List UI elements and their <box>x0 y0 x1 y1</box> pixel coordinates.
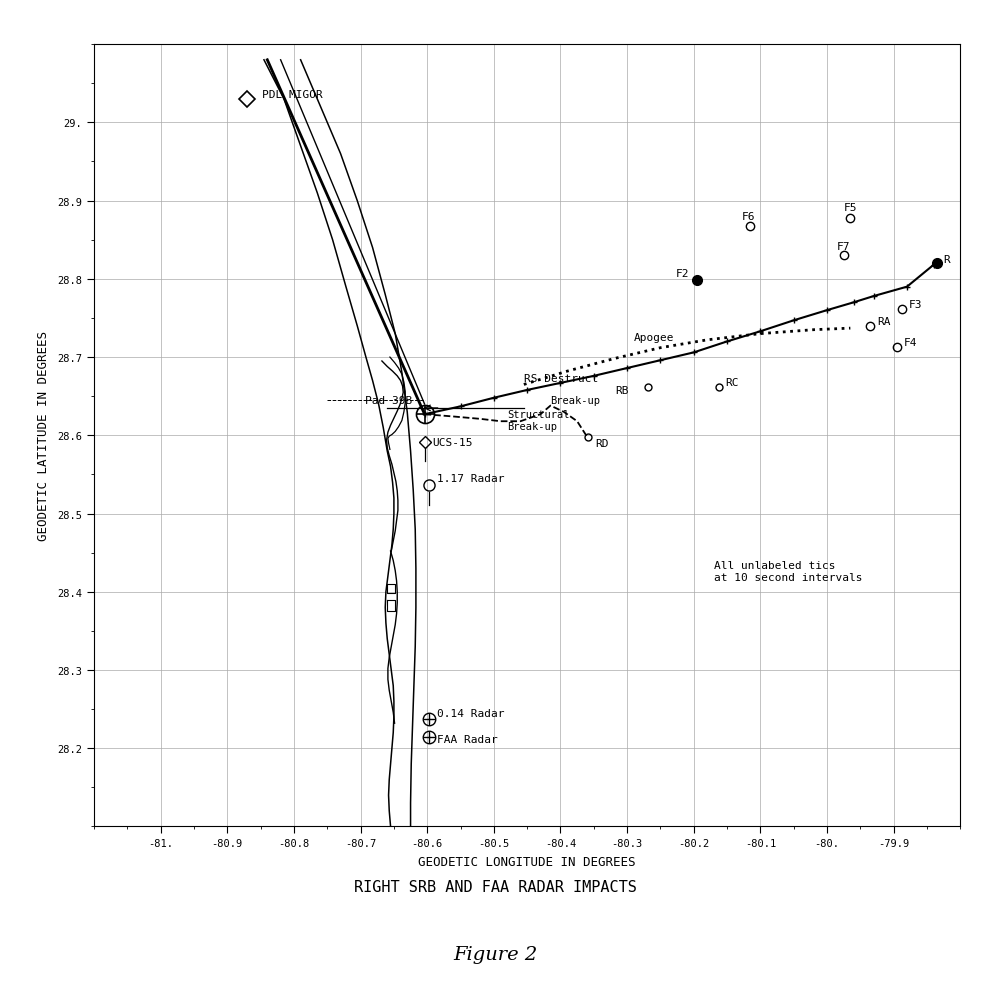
Text: RA: RA <box>877 317 891 327</box>
Text: R: R <box>943 255 950 265</box>
Text: F2: F2 <box>676 269 689 279</box>
Text: RB: RB <box>615 386 629 396</box>
Text: 0.14 Radar: 0.14 Radar <box>437 708 504 718</box>
Text: FAA Radar: FAA Radar <box>437 734 497 744</box>
Text: Structural
Break-up: Structural Break-up <box>507 410 569 432</box>
Text: F4: F4 <box>904 338 917 348</box>
Text: UCS-15: UCS-15 <box>433 437 473 447</box>
Text: Apogee: Apogee <box>634 333 674 343</box>
Text: All unlabeled tics
at 10 second intervals: All unlabeled tics at 10 second interval… <box>714 561 862 582</box>
Text: RC: RC <box>726 378 740 388</box>
Text: 1.17 Radar: 1.17 Radar <box>437 474 504 484</box>
Text: RD: RD <box>595 439 609 449</box>
Text: Break-up: Break-up <box>550 396 601 406</box>
Text: Figure 2: Figure 2 <box>452 945 538 963</box>
Text: F3: F3 <box>909 300 922 310</box>
Text: F6: F6 <box>742 211 755 221</box>
Text: F7: F7 <box>837 241 850 252</box>
Text: Pad 39B: Pad 39B <box>364 396 412 406</box>
X-axis label: GEODETIC LONGITUDE IN DEGREES: GEODETIC LONGITUDE IN DEGREES <box>419 856 636 869</box>
Text: PDL MIGOR: PDL MIGOR <box>262 90 323 100</box>
Text: RS Destruct: RS Destruct <box>524 374 598 384</box>
Text: F5: F5 <box>843 202 857 212</box>
Text: RIGHT SRB AND FAA RADAR IMPACTS: RIGHT SRB AND FAA RADAR IMPACTS <box>353 880 637 894</box>
Y-axis label: GEODETIC LATITUDE IN DEGREES: GEODETIC LATITUDE IN DEGREES <box>38 331 50 541</box>
